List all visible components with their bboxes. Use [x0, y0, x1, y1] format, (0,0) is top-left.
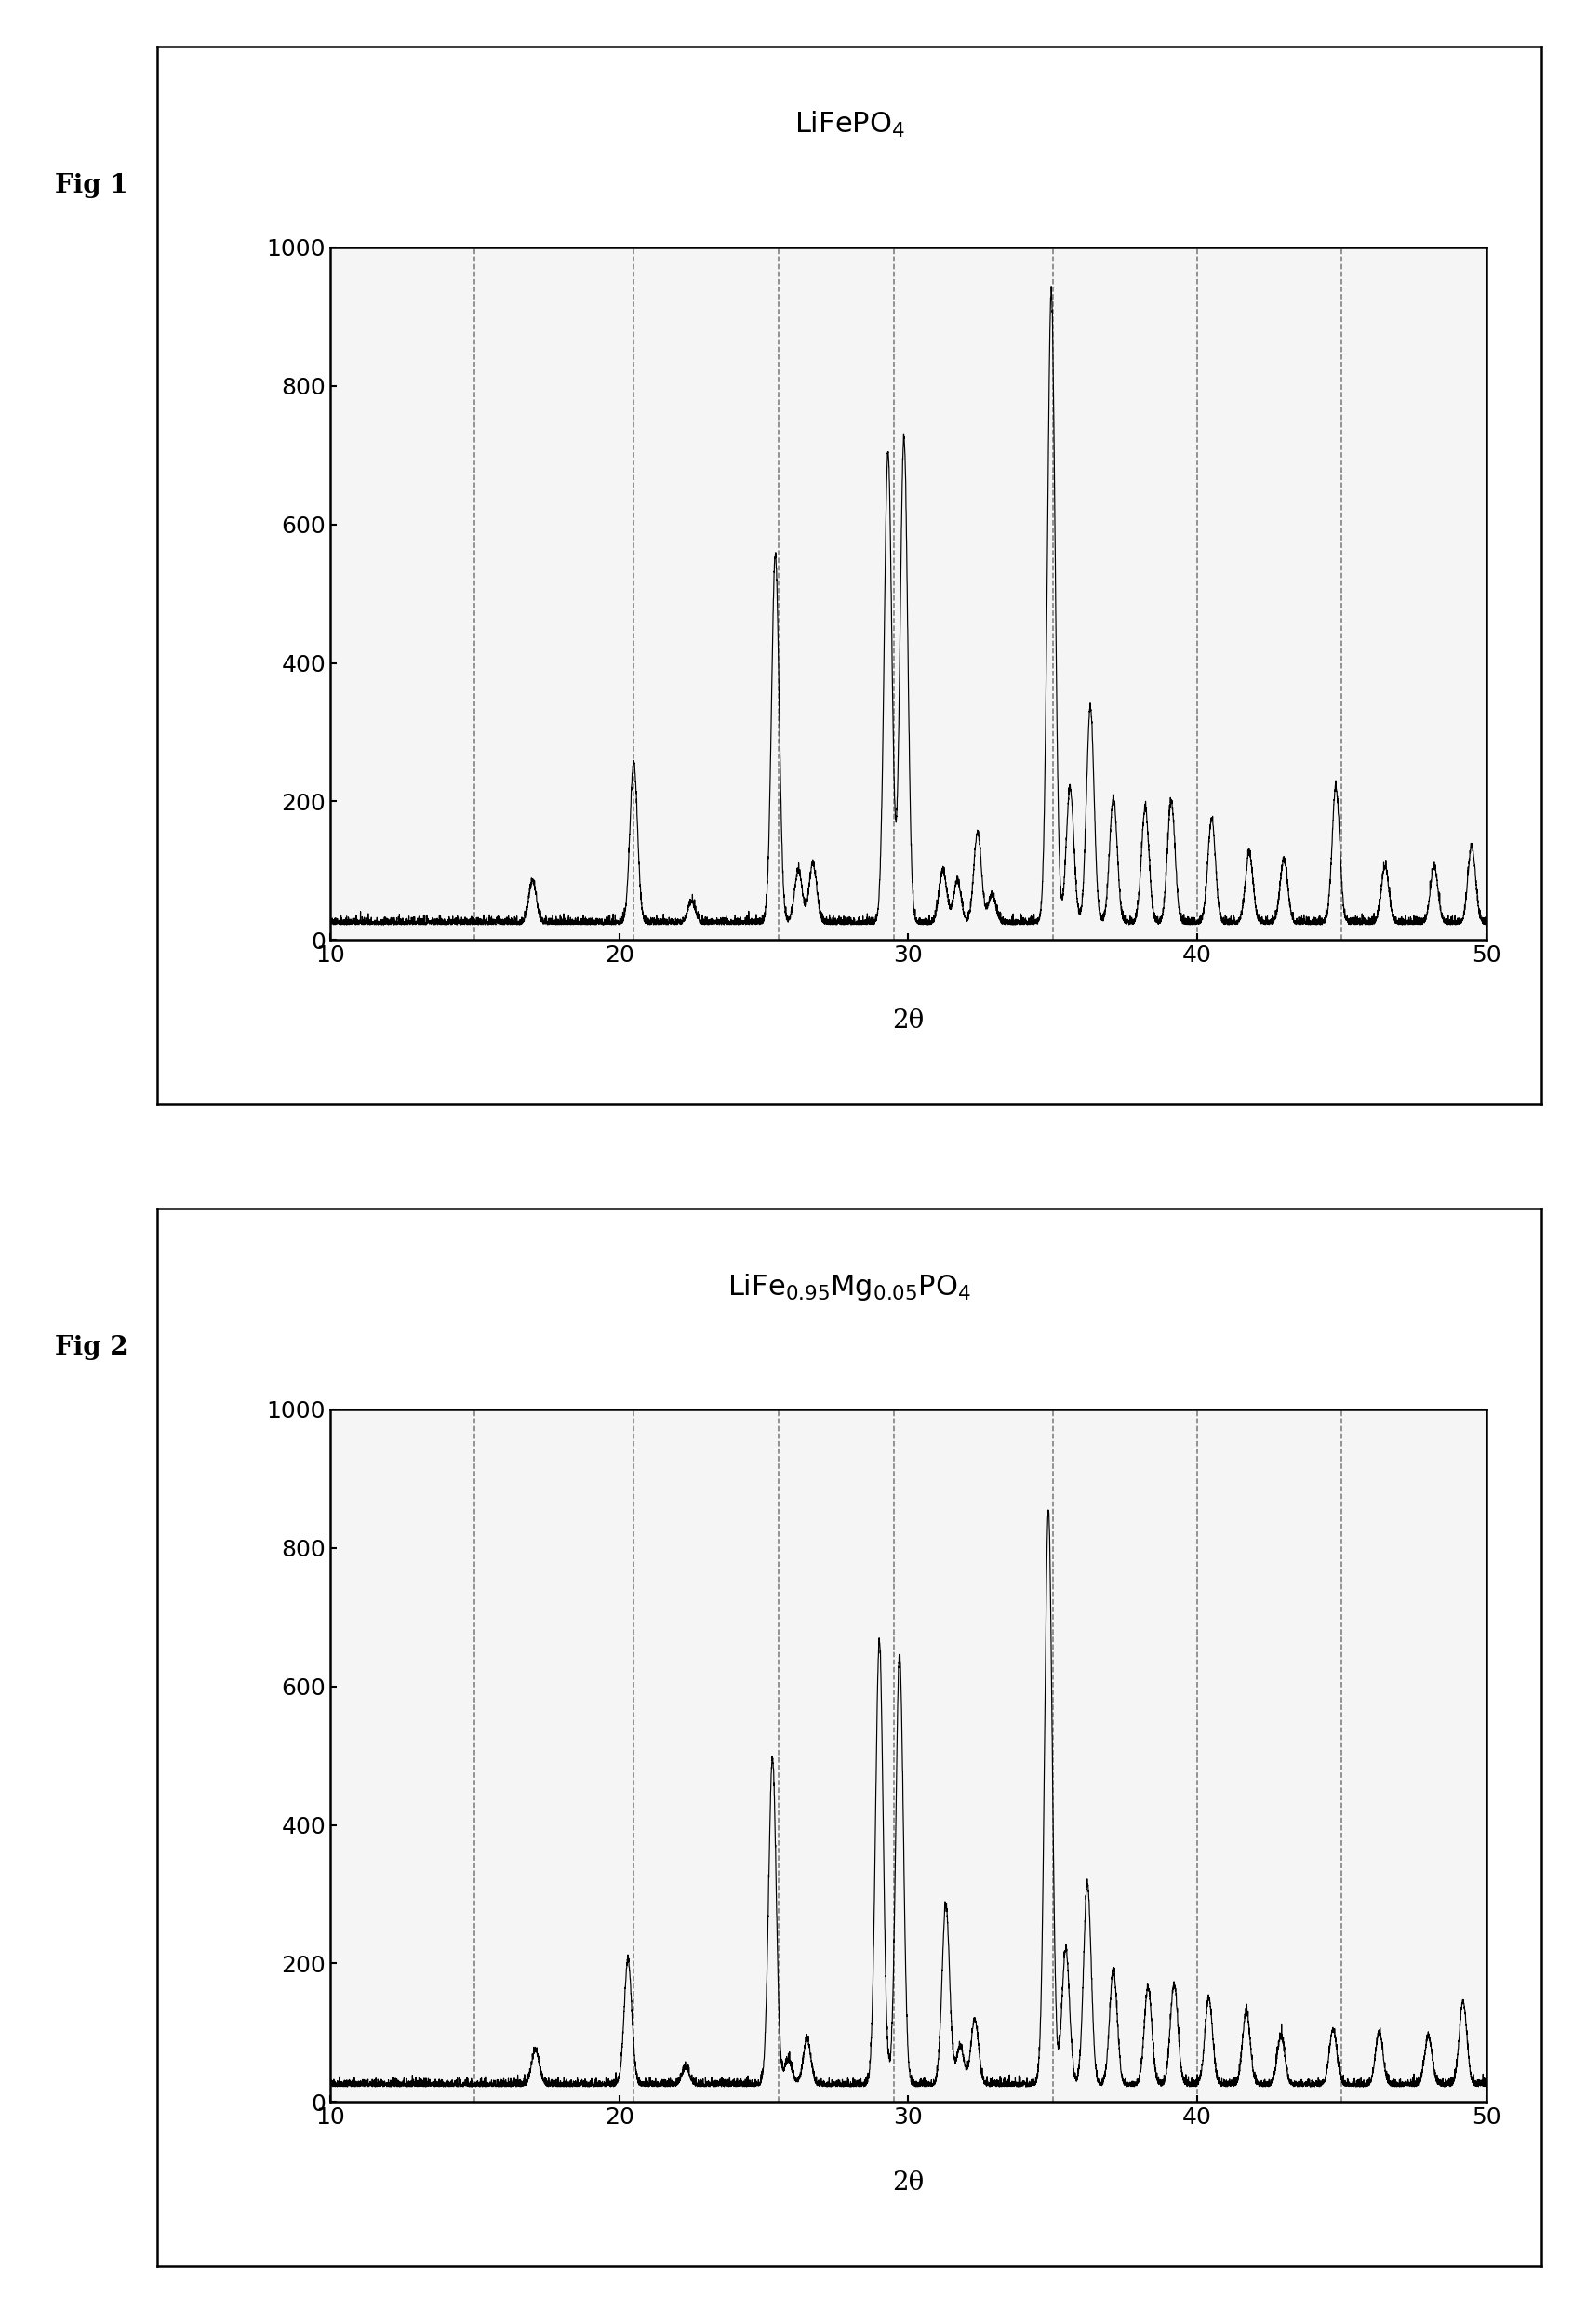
Text: 2θ: 2θ: [892, 2171, 925, 2196]
Text: 2θ: 2θ: [892, 1009, 925, 1034]
Text: Fig 2: Fig 2: [55, 1336, 127, 1360]
Text: Fig 1: Fig 1: [55, 174, 127, 198]
Text: $\mathrm{LiFe_{0.95}Mg_{0.05}PO_4}$: $\mathrm{LiFe_{0.95}Mg_{0.05}PO_4}$: [728, 1271, 971, 1304]
Text: $\mathrm{LiFePO_4}$: $\mathrm{LiFePO_4}$: [794, 109, 904, 139]
